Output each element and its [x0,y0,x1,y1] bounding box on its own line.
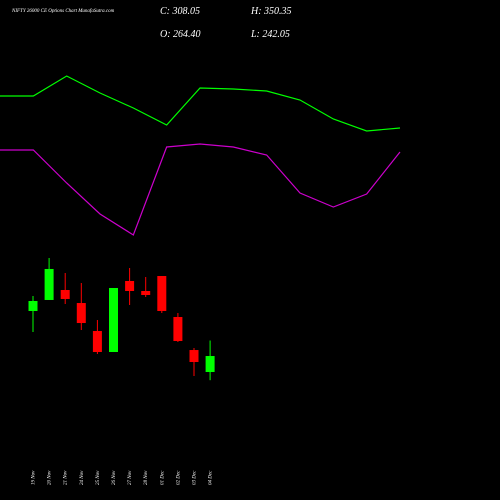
high-label: H: 350.35 [250,6,292,17]
candle-body [60,290,70,299]
x-tick-label: 19 Nov [32,470,37,485]
candle-body [141,290,151,295]
candle-body [205,356,215,373]
indicator-line [0,75,401,132]
x-tick-label: 28 Nov [144,470,149,485]
x-tick-label: 04 Dec [209,470,214,485]
x-tick-label: 03 Dec [193,470,198,485]
candle-body [44,268,54,300]
chart-title: NIFTY 26000 CE Options Chart MunafaSutra… [11,9,115,14]
open-label: O: 264.40 [160,29,201,40]
x-tick-label: 27 Nov [128,470,133,485]
x-tick-label: 21 Nov [64,470,69,485]
close-label: C: 308.05 [160,6,200,17]
candle-body [28,301,38,312]
x-tick-label: 20 Nov [48,470,53,485]
candle-body [109,287,118,353]
x-tick-label: 24 Nov [80,470,85,485]
candle-body [157,276,167,312]
x-tick-label: 02 Dec [176,470,181,485]
candle-body [92,331,102,353]
candle-body [125,280,135,291]
x-tick-label: 26 Nov [112,470,117,485]
candle-body [173,317,183,342]
x-tick-label: 25 Nov [96,470,101,485]
x-tick-label: 01 Dec [160,470,165,485]
candle-body [189,350,199,363]
low-label: L: 242.05 [250,29,290,40]
indicator-line [0,143,401,236]
candle-body [76,303,86,324]
